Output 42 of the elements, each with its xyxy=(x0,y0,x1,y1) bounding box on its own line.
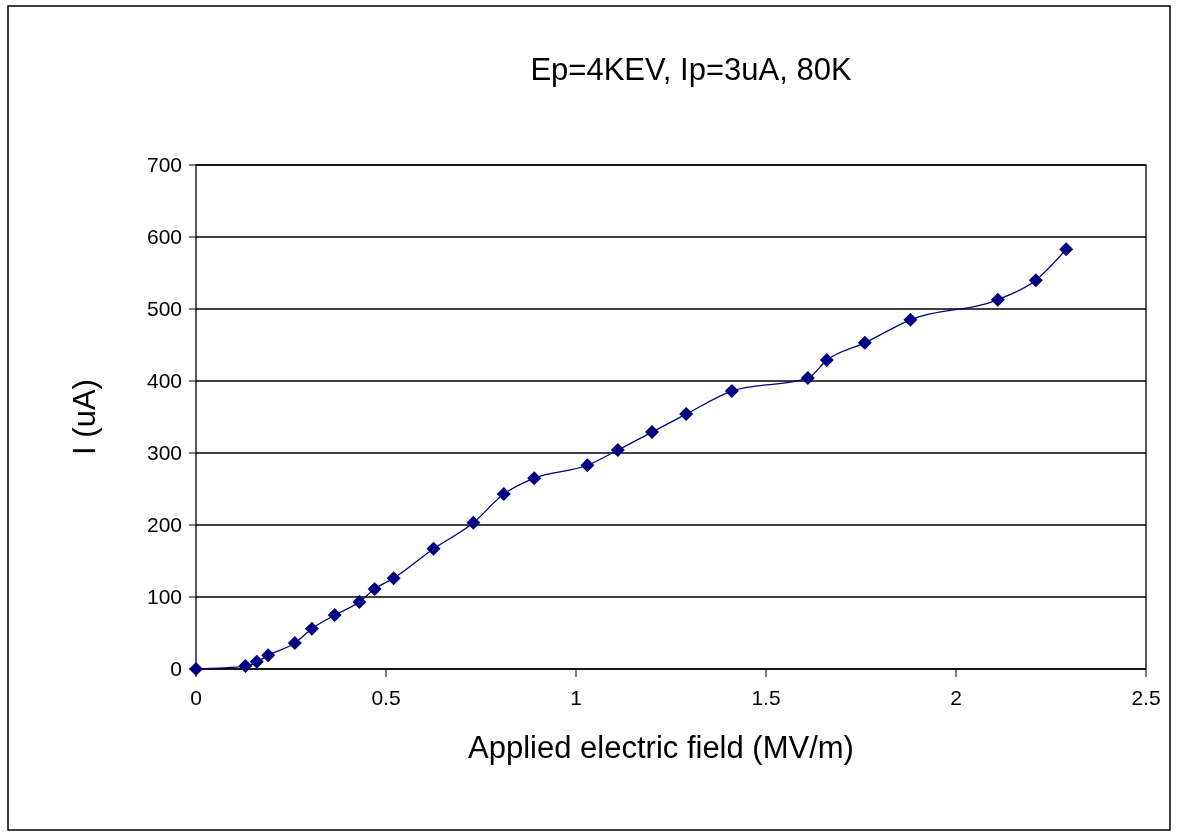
y-tick-label: 0 xyxy=(170,657,182,681)
y-tick-label: 600 xyxy=(146,225,182,249)
y-tick-label: 300 xyxy=(146,441,182,465)
point xyxy=(903,312,918,327)
point xyxy=(1059,242,1074,257)
x-tick-label: 0.5 xyxy=(371,686,401,709)
x-tick-label: 1 xyxy=(570,686,582,709)
x-tick-label: 1.5 xyxy=(751,686,781,709)
point xyxy=(819,353,834,368)
point xyxy=(327,608,342,622)
y-tick-label: 200 xyxy=(146,513,182,537)
y-tick-label: 100 xyxy=(146,585,182,609)
point xyxy=(261,648,276,663)
point xyxy=(645,425,659,440)
y-axis-title: I (uA) xyxy=(67,379,102,455)
point xyxy=(724,384,739,399)
point xyxy=(287,636,302,651)
point xyxy=(1028,273,1043,288)
y-tick-label: 400 xyxy=(146,369,182,393)
point xyxy=(527,471,542,486)
point xyxy=(800,371,815,386)
point xyxy=(466,515,481,530)
point xyxy=(679,407,694,422)
point xyxy=(352,595,367,610)
point xyxy=(238,659,253,674)
point xyxy=(386,571,401,586)
x-tick-label: 2.5 xyxy=(1131,686,1161,709)
point xyxy=(304,621,319,636)
point xyxy=(857,335,872,350)
point xyxy=(580,458,595,473)
x-axis-title: Applied electric field (MV/m) xyxy=(468,730,854,765)
point xyxy=(426,541,441,556)
point xyxy=(249,654,264,669)
point xyxy=(990,292,1005,307)
y-tick-label: 500 xyxy=(146,297,182,321)
x-tick-label: 0 xyxy=(190,686,202,709)
chart-title: Ep=4KEV, Ip=3uA, 80K xyxy=(530,52,852,87)
point xyxy=(610,443,625,458)
x-tick-label: 2 xyxy=(950,686,962,709)
y-tick-label: 700 xyxy=(146,153,182,177)
point xyxy=(367,582,382,597)
point xyxy=(496,487,511,502)
